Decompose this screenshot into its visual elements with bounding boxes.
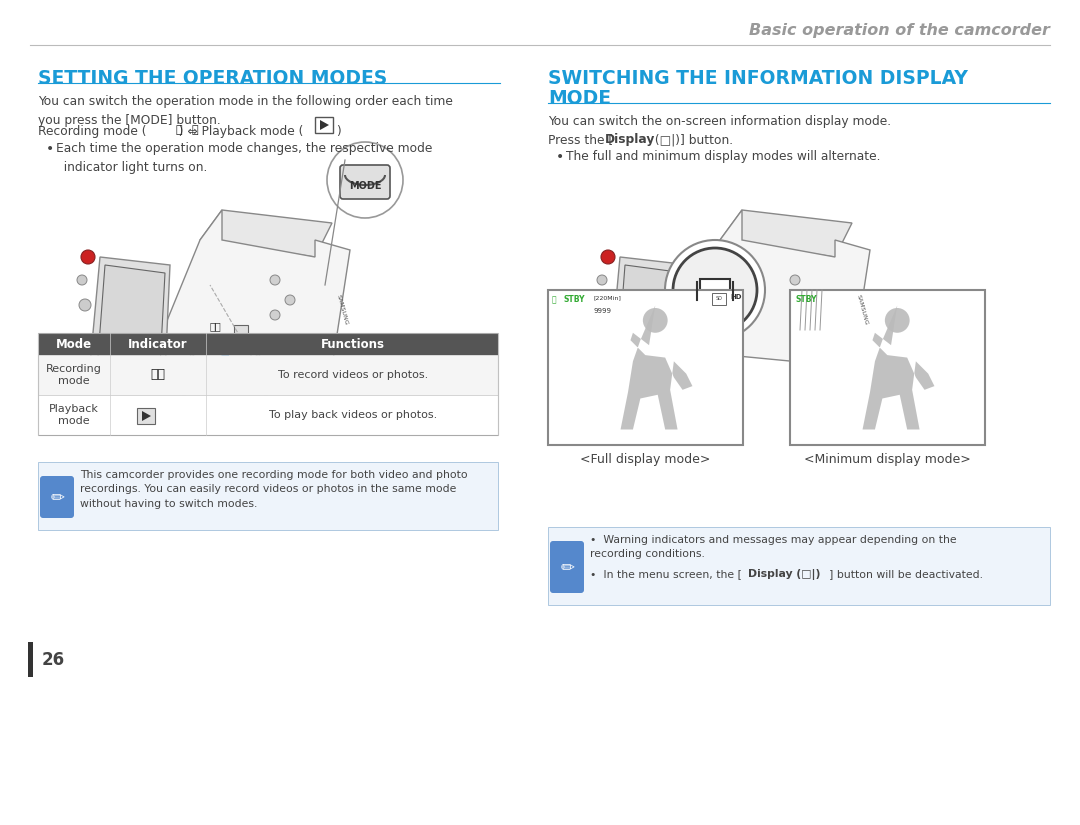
Text: •: • (556, 150, 564, 164)
Polygon shape (621, 305, 692, 430)
FancyBboxPatch shape (700, 279, 730, 303)
Circle shape (270, 275, 280, 285)
Circle shape (789, 310, 800, 320)
Circle shape (599, 299, 611, 311)
Text: Press the [: Press the [ (548, 133, 613, 146)
Text: 📷: 📷 (192, 125, 199, 135)
Text: MODE: MODE (548, 89, 611, 108)
Polygon shape (156, 210, 350, 367)
FancyBboxPatch shape (234, 325, 248, 337)
Polygon shape (618, 265, 685, 367)
Circle shape (77, 275, 87, 285)
FancyBboxPatch shape (548, 527, 1050, 605)
Text: This camcorder provides one recording mode for both video and photo
recordings. : This camcorder provides one recording mo… (80, 470, 468, 509)
Polygon shape (675, 210, 870, 367)
Text: ) ⇔ Playback mode (: ) ⇔ Playback mode ( (171, 125, 303, 138)
Text: ✏: ✏ (561, 558, 573, 576)
Circle shape (643, 308, 667, 332)
Circle shape (665, 240, 765, 340)
Polygon shape (221, 403, 231, 415)
Circle shape (600, 250, 615, 264)
Text: (□|)] button.: (□|)] button. (651, 133, 733, 146)
Text: ✏: ✏ (50, 488, 64, 506)
Circle shape (285, 295, 295, 305)
Text: 🎥📷: 🎥📷 (150, 369, 165, 381)
Text: Indicator: Indicator (129, 337, 188, 351)
Text: Recording mode (: Recording mode ( (38, 125, 154, 138)
Text: 🎥: 🎥 (552, 295, 556, 304)
Text: You can switch the operation mode in the following order each time
you press the: You can switch the operation mode in the… (38, 95, 453, 127)
Text: Functions: Functions (321, 337, 384, 351)
Polygon shape (610, 257, 690, 375)
Circle shape (885, 308, 909, 332)
Polygon shape (720, 210, 852, 257)
Text: 🎥📷: 🎥📷 (210, 321, 221, 331)
Text: SD: SD (716, 296, 723, 301)
FancyBboxPatch shape (340, 165, 390, 199)
Text: Playback
mode: Playback mode (49, 403, 99, 427)
Circle shape (805, 295, 815, 305)
Circle shape (183, 341, 267, 425)
Text: To record videos or photos.: To record videos or photos. (278, 370, 428, 380)
Text: You can switch the on-screen information display mode.: You can switch the on-screen information… (548, 115, 891, 128)
Polygon shape (193, 379, 205, 389)
Text: To play back videos or photos.: To play back videos or photos. (269, 410, 437, 420)
Text: •  In the menu screen, the [: • In the menu screen, the [ (590, 569, 742, 579)
Text: Basic operation of the camcorder: Basic operation of the camcorder (750, 22, 1050, 37)
Circle shape (79, 299, 91, 311)
Polygon shape (98, 265, 165, 367)
Circle shape (673, 248, 757, 332)
FancyBboxPatch shape (38, 395, 498, 435)
Text: ): ) (336, 125, 341, 138)
Text: SAMSUNG: SAMSUNG (336, 294, 349, 326)
Polygon shape (141, 411, 151, 421)
FancyBboxPatch shape (137, 408, 156, 424)
Polygon shape (863, 305, 934, 430)
Text: 🎥: 🎥 (176, 125, 183, 135)
FancyBboxPatch shape (548, 290, 743, 445)
Text: Each time the operation mode changes, the respective mode
  indicator light turn: Each time the operation mode changes, th… (56, 142, 432, 174)
FancyBboxPatch shape (28, 642, 33, 677)
Polygon shape (200, 210, 332, 257)
Text: The full and minimum display modes will alternate.: The full and minimum display modes will … (566, 150, 880, 163)
Text: MODE: MODE (349, 181, 381, 191)
Text: Mode: Mode (56, 337, 92, 351)
Circle shape (597, 275, 607, 285)
Text: SAMSUNG: SAMSUNG (855, 294, 868, 326)
FancyBboxPatch shape (38, 333, 498, 355)
FancyBboxPatch shape (38, 462, 498, 530)
Text: [220Min]: [220Min] (593, 295, 621, 300)
Text: Display: Display (605, 133, 656, 146)
Polygon shape (219, 351, 229, 363)
Text: <Minimum display mode>: <Minimum display mode> (805, 453, 971, 466)
Text: STBY: STBY (795, 295, 816, 304)
Text: 9999: 9999 (593, 308, 611, 314)
Text: Display (□|): Display (□|) (748, 569, 821, 580)
Text: •: • (46, 142, 54, 156)
Text: SETTING THE OPERATION MODES: SETTING THE OPERATION MODES (38, 69, 388, 88)
Text: SWITCHING THE INFORMATION DISPLAY: SWITCHING THE INFORMATION DISPLAY (548, 69, 968, 88)
Circle shape (327, 142, 403, 218)
Text: <Full display mode>: <Full display mode> (580, 453, 711, 466)
Polygon shape (320, 120, 329, 130)
Circle shape (219, 377, 231, 389)
Circle shape (789, 275, 800, 285)
Circle shape (270, 310, 280, 320)
FancyBboxPatch shape (550, 541, 584, 593)
Text: ] button will be deactivated.: ] button will be deactivated. (829, 569, 983, 579)
FancyBboxPatch shape (789, 290, 985, 445)
Circle shape (81, 250, 95, 264)
FancyBboxPatch shape (38, 355, 498, 395)
Text: 26: 26 (42, 651, 65, 669)
FancyBboxPatch shape (712, 293, 726, 305)
Text: STBY: STBY (564, 295, 585, 304)
Text: •  Warning indicators and messages may appear depending on the
recording conditi: • Warning indicators and messages may ap… (590, 535, 957, 559)
Polygon shape (90, 257, 170, 375)
Text: HD: HD (730, 294, 742, 300)
Polygon shape (245, 377, 257, 387)
FancyBboxPatch shape (40, 476, 75, 518)
Text: Recording
mode: Recording mode (46, 364, 102, 386)
